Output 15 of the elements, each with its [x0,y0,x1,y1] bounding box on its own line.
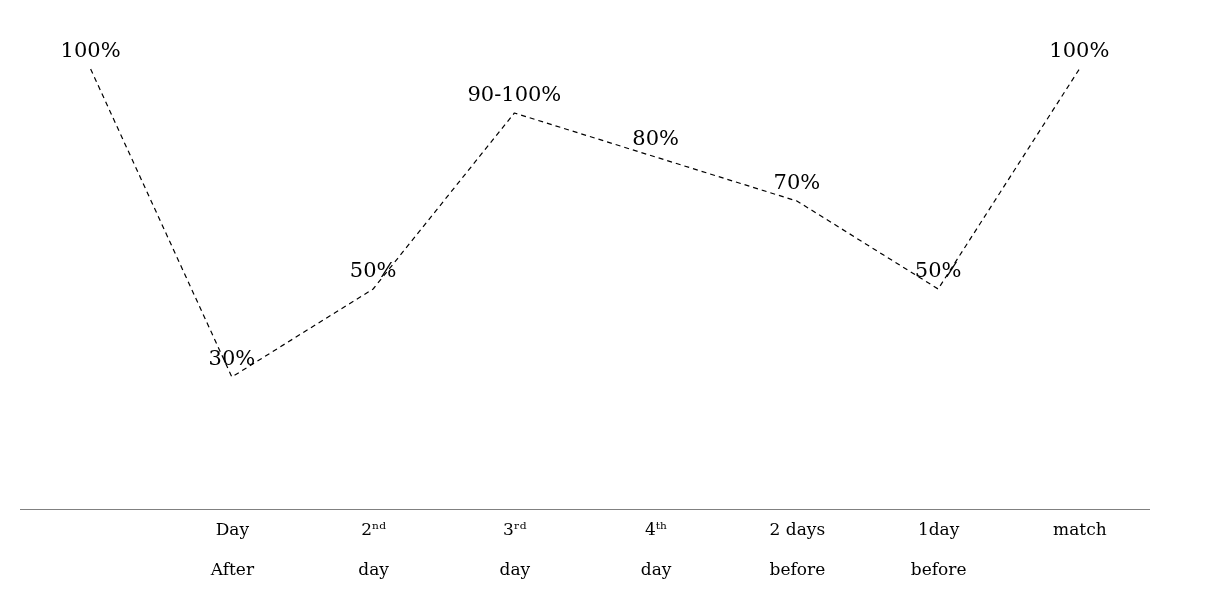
data-label: 70% [773,170,821,194]
x-tick-label: match [1053,518,1107,539]
data-label: 90-100% [467,82,562,106]
data-label: 30% [208,346,256,370]
x-tick-label: 1day before [910,518,967,579]
data-label: 100% [1049,38,1110,62]
x-tick-label: 2 days before [769,518,826,579]
data-label: 100% [60,38,121,62]
data-label: 80% [632,126,679,150]
x-tick-label: 3ʳᵈ day [499,518,531,579]
data-label: 50% [349,258,397,282]
x-tick-label: 2ⁿᵈ day [358,518,390,579]
x-tick-label: Day After [209,518,255,579]
data-label: 50% [914,258,962,282]
x-tick-label: 4ᵗʰ day [640,518,672,579]
